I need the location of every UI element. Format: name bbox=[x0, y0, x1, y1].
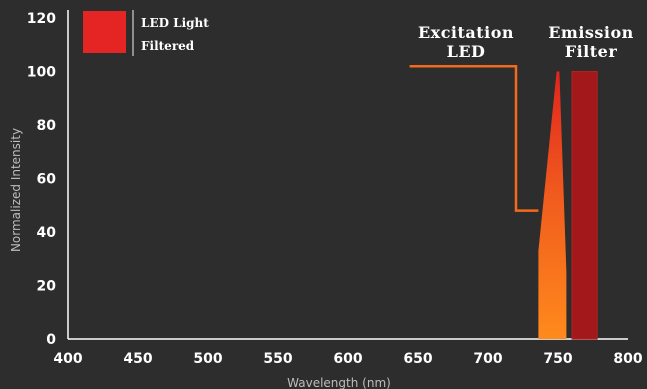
filtered-band bbox=[571, 71, 598, 340]
y-tick-label: 100 bbox=[27, 65, 56, 81]
y-tick-label: 0 bbox=[46, 332, 56, 348]
legend-label-led-light: LED Light bbox=[141, 16, 209, 30]
x-tick-label: 750 bbox=[543, 351, 572, 367]
x-tick-label: 600 bbox=[333, 351, 362, 367]
y-tick-label: 80 bbox=[37, 118, 57, 134]
x-axis-title: Wavelength (nm) bbox=[287, 376, 391, 389]
emission-filter-label: Filter bbox=[565, 42, 618, 61]
x-tick-label: 800 bbox=[613, 351, 642, 367]
x-tick-label: 550 bbox=[263, 351, 292, 367]
y-tick-label: 120 bbox=[27, 11, 56, 27]
excitation-led-label: LED bbox=[447, 42, 486, 61]
x-tick-label: 400 bbox=[53, 351, 82, 367]
legend: LED Light Filtered bbox=[83, 10, 209, 56]
led-light-spectrum bbox=[538, 71, 567, 339]
emission-filter-label: Emission bbox=[548, 23, 634, 42]
y-tick-label: 40 bbox=[37, 225, 57, 241]
legend-swatch bbox=[83, 11, 126, 53]
x-tick-label: 700 bbox=[473, 351, 502, 367]
x-tick-label: 450 bbox=[123, 351, 152, 367]
excitation-led-label: Excitation bbox=[418, 23, 514, 42]
excitation-pointer-line bbox=[409, 64, 539, 212]
x-tick-label: 500 bbox=[193, 351, 222, 367]
y-axis-title: Normalized Intensity bbox=[9, 128, 23, 252]
y-tick-label: 60 bbox=[37, 172, 57, 188]
legend-label-filtered: Filtered bbox=[141, 39, 195, 53]
y-tick-label: 20 bbox=[37, 279, 57, 295]
x-tick-label: 650 bbox=[403, 351, 432, 367]
